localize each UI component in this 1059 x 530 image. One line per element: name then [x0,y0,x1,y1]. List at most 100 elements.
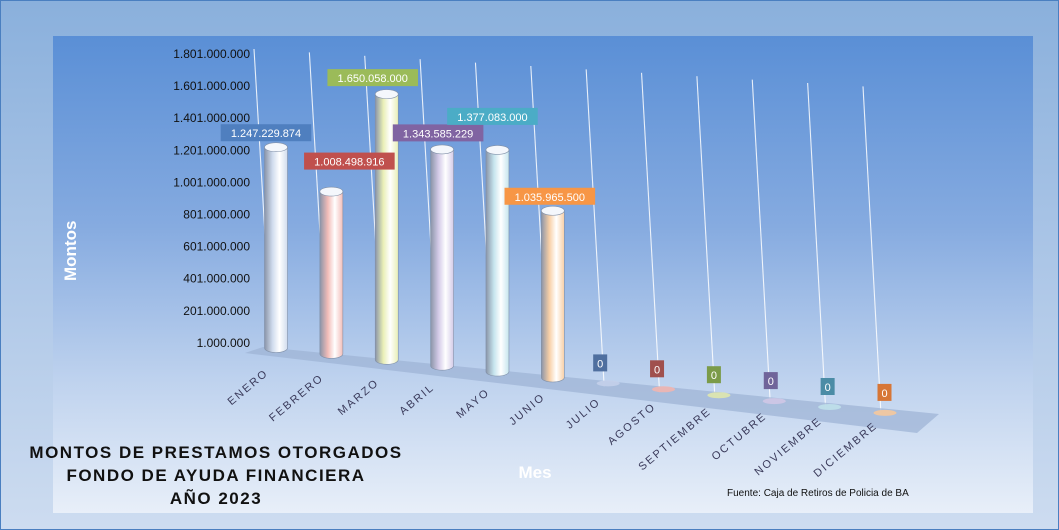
data-label-text: 0 [597,358,603,370]
data-label-box [706,366,721,384]
bar-julio [596,380,620,387]
y-tick-label: 201.000.000 [183,304,250,318]
bar-top [374,89,399,99]
data-label-text: 1.650.058.000 [338,73,408,85]
data-label-text: 0 [711,370,717,382]
x-axis-title: Mes [518,463,551,482]
bar-diciembre [873,409,897,416]
bar-septiembre [707,392,731,399]
floor-plane [245,347,939,433]
x-tick-label: DICIEMBRE [812,420,880,480]
floor [245,347,939,433]
bar-top [264,142,288,153]
bar-enero [264,142,288,353]
data-label-box [650,360,665,378]
data-label-box [593,354,608,372]
bars [264,89,897,416]
data-label: 1.343.585.229 [392,124,484,142]
data-label-box [763,372,778,390]
data-label: 0 [820,378,835,395]
data-label-text: 0 [825,382,831,394]
data-label: 1.650.058.000 [327,69,419,87]
bar-noviembre [818,404,842,410]
title-line-1: MONTOS DE PRESTAMOS OTORGADOS [29,443,403,462]
bar-top [762,398,786,405]
chart-title: MONTOS DE PRESTAMOS OTORGADOS FONDO DE A… [21,441,411,510]
title-line-3: AÑO 2023 [169,489,263,508]
data-label-text: 0 [654,364,660,376]
data-label-text: 1.377.083.000 [457,112,527,124]
x-tick-label: AGOSTO [606,401,659,448]
data-label-text: 0 [768,376,774,388]
data-label-text: 1.035.965.500 [515,192,585,204]
gridline [696,76,716,398]
data-label-box [392,124,484,142]
x-tick-label: JUNIO [507,391,548,428]
bar-body [430,149,454,371]
data-label-box [304,152,395,170]
title-line-2: FONDO DE AYUDA FINANCIERA [66,466,366,485]
y-tick-label: 1.801.000.000 [173,47,250,61]
bar-mayo [485,145,510,377]
x-tick-label: MAYO [454,386,492,421]
y-tick-label: 1.401.000.000 [173,111,250,125]
bar-top [430,144,454,155]
bar-febrero [319,186,344,359]
y-tick-label: 601.000.000 [183,240,250,254]
gridline [807,82,827,410]
bar-body [541,210,565,383]
bar-top [485,145,510,155]
gridline [862,86,882,415]
bar-abril [430,144,454,371]
data-label-box [327,69,419,87]
data-label-box [220,124,312,142]
data-label-box [504,187,596,205]
x-tick-label: FEBRERO [267,372,326,424]
y-tick-label: 1.201.000.000 [173,143,250,157]
y-tick-label: 401.000.000 [183,272,250,286]
gridline [751,79,771,404]
y-tick-label: 1.601.000.000 [173,79,250,93]
gridline [585,69,605,387]
data-label: 0 [593,354,608,372]
x-tick-label: ENERO [226,367,271,408]
data-label: 1.008.498.916 [304,152,395,170]
data-labels: 1.247.229.874 1.008.498.916 1.650.058.000 1… [220,69,892,401]
bar-agosto [652,386,676,393]
source-note: Fuente: Caja de Retiros de Policia de BA [727,488,909,499]
data-label: 0 [706,366,721,384]
bar-junio [541,205,565,383]
bar-body [485,149,510,377]
bar-top [873,409,897,416]
bar-top [596,380,620,387]
data-label: 1.035.965.500 [504,187,596,205]
data-label: 1.247.229.874 [220,124,312,142]
bar-body [264,146,288,353]
data-label: 0 [877,383,892,401]
x-tick-label: ABRIL [397,382,437,418]
x-tick-label: MARZO [336,377,382,418]
data-label: 0 [650,360,665,378]
data-label-box [447,107,538,125]
data-label-text: 1.247.229.874 [231,128,301,140]
bar-top [541,205,565,216]
data-label-text: 1.343.585.229 [403,128,473,140]
gridline [640,72,661,393]
bar-octubre [762,398,786,405]
bar-top [319,186,344,197]
bar-body [319,191,344,359]
y-tick-label: 1.000.000 [197,336,251,350]
y-axis-ticks: 1.801.000.000 1.601.000.000 1.401.000.000 1… [173,47,250,350]
x-tick-label: OCTUBRE [710,410,770,463]
bar-top [818,404,842,410]
bar-top [652,386,676,393]
x-tick-label: JULIO [564,396,603,432]
data-label-box [820,378,835,395]
y-tick-label: 801.000.000 [183,208,250,222]
data-label: 1.377.083.000 [447,107,538,125]
y-tick-label: 1.001.000.000 [173,175,250,189]
data-label: 0 [763,372,778,390]
data-label-text: 1.008.498.916 [314,157,384,169]
